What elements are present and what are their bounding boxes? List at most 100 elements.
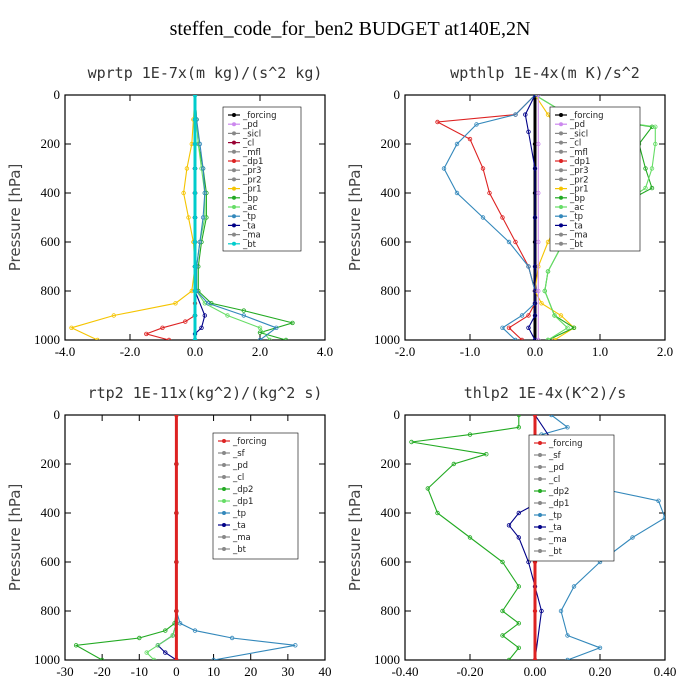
series-point-tp — [526, 264, 531, 269]
series-point-pd — [536, 239, 541, 245]
series-point-dp2 — [73, 643, 79, 648]
series-point-ac — [545, 337, 551, 340]
legend-marker — [222, 487, 226, 491]
legend-entry: _forcing — [569, 111, 604, 121]
series-point-tp — [565, 425, 570, 430]
x-tick-label: 2.0 — [657, 344, 673, 359]
x-tick-label: 10 — [207, 664, 220, 679]
series-point-ta — [532, 337, 538, 340]
series-point-tp — [200, 166, 206, 171]
series-point-dp1 — [151, 657, 157, 660]
series-point-ac — [643, 185, 648, 191]
legend-marker — [559, 122, 563, 127]
series-point-bp — [241, 308, 246, 313]
series-point-dp2 — [484, 451, 489, 457]
panel-title: wprtp 1E-7x(m kg)/(s^2 kg) — [88, 64, 323, 82]
legend-entry: _ta — [548, 523, 562, 533]
legend-entry: _cl — [242, 139, 254, 149]
legend-marker — [232, 186, 236, 191]
series-point-ac — [653, 124, 658, 129]
x-tick-label: 40 — [319, 664, 332, 679]
chart-panel-rtp2: rtp2 1E-11x(kg^2)/(kg^2 s) Pressure [hPa]… — [6, 384, 332, 679]
series-point-forcing — [532, 608, 538, 614]
series-point-tp — [241, 313, 246, 318]
legend-entry: _ac — [569, 203, 584, 213]
series-point-dp1 — [183, 319, 188, 324]
series-point-ta — [539, 608, 544, 614]
series-point-tp — [558, 608, 564, 614]
series-point-dp2 — [500, 608, 505, 614]
series-point-dp1 — [435, 119, 440, 125]
series-point-dp2 — [516, 415, 521, 418]
legend-entry: _dp2 — [548, 487, 569, 497]
legend-marker — [538, 513, 542, 517]
y-tick-label: 200 — [381, 456, 401, 471]
series-line-dp2 — [74, 415, 177, 660]
legend-entry: _pd — [569, 120, 585, 130]
series-point-forcing — [532, 657, 538, 660]
series-point-ta — [506, 523, 512, 528]
x-tick-label: -2.0 — [120, 344, 141, 359]
series-line-ta — [524, 95, 536, 340]
y-tick-label: 800 — [41, 603, 61, 618]
series-point-tp — [229, 635, 235, 641]
panel-title: wpthlp 1E-4x(m K)/s^2 — [450, 64, 640, 82]
y-axis-label: Pressure [hPa] — [346, 484, 364, 592]
legend-entry: _cl — [232, 473, 244, 483]
series-group — [69, 95, 295, 340]
legend-entry: _tp — [232, 509, 246, 519]
series-point-dp2 — [451, 461, 456, 467]
x-tick-label: -0.40 — [391, 664, 418, 679]
series-point-tp — [192, 628, 198, 633]
series-point-tp — [454, 190, 460, 196]
series-point-tp — [441, 166, 447, 171]
legend-marker — [232, 113, 236, 117]
y-tick-label: 600 — [41, 234, 61, 249]
legend-marker — [559, 223, 563, 228]
series-point-pr1 — [111, 313, 116, 318]
series-point-tp — [513, 112, 518, 117]
series-point-ta — [526, 129, 531, 134]
legend-marker — [232, 205, 236, 209]
x-tick-label: 0 — [173, 664, 180, 679]
series-point-forcing — [174, 559, 179, 565]
legend-entry: _dp1 — [569, 157, 590, 167]
legend-marker — [538, 549, 542, 553]
series-point-dp2 — [425, 486, 430, 491]
series-point-pd — [536, 95, 541, 98]
y-tick-label: 0 — [54, 407, 61, 422]
series-point-pr1 — [186, 215, 191, 220]
series-point-pd — [536, 141, 541, 147]
legend-marker — [222, 547, 226, 551]
legend-marker — [559, 131, 563, 136]
y-tick-label: 0 — [394, 407, 401, 422]
legend-entry: _ta — [242, 221, 256, 231]
legend-marker — [538, 525, 542, 529]
series-point-tp — [519, 313, 525, 318]
series-point-dp2 — [516, 645, 521, 650]
legend-marker — [222, 523, 226, 527]
y-tick-label: 600 — [381, 234, 401, 249]
series-point-bp — [649, 185, 655, 191]
series-point-tp — [565, 657, 570, 660]
series-point-dp1 — [467, 136, 473, 142]
series-point-ac — [202, 301, 207, 306]
series-point-tp — [197, 239, 203, 245]
x-tick-label: 20 — [244, 664, 257, 679]
series-point-ta — [532, 166, 538, 171]
x-tick-label: 0.00 — [524, 664, 547, 679]
series-point-tp — [597, 645, 603, 650]
y-axis-label: Pressure [hPa] — [6, 484, 24, 592]
series-point-dp2 — [435, 510, 440, 516]
legend-marker — [559, 241, 563, 246]
legend-entry: _ma — [548, 535, 567, 545]
series-point-dp1 — [513, 239, 518, 245]
series-line-tp — [194, 95, 278, 340]
series-point-tp — [474, 122, 479, 127]
legend-entry: _bt — [232, 545, 247, 555]
legend-entry: _sf — [548, 451, 562, 461]
y-tick-label: 1000 — [374, 332, 400, 347]
legend-marker — [232, 241, 236, 246]
series-point-tp — [480, 215, 486, 220]
legend-marker — [232, 195, 236, 200]
